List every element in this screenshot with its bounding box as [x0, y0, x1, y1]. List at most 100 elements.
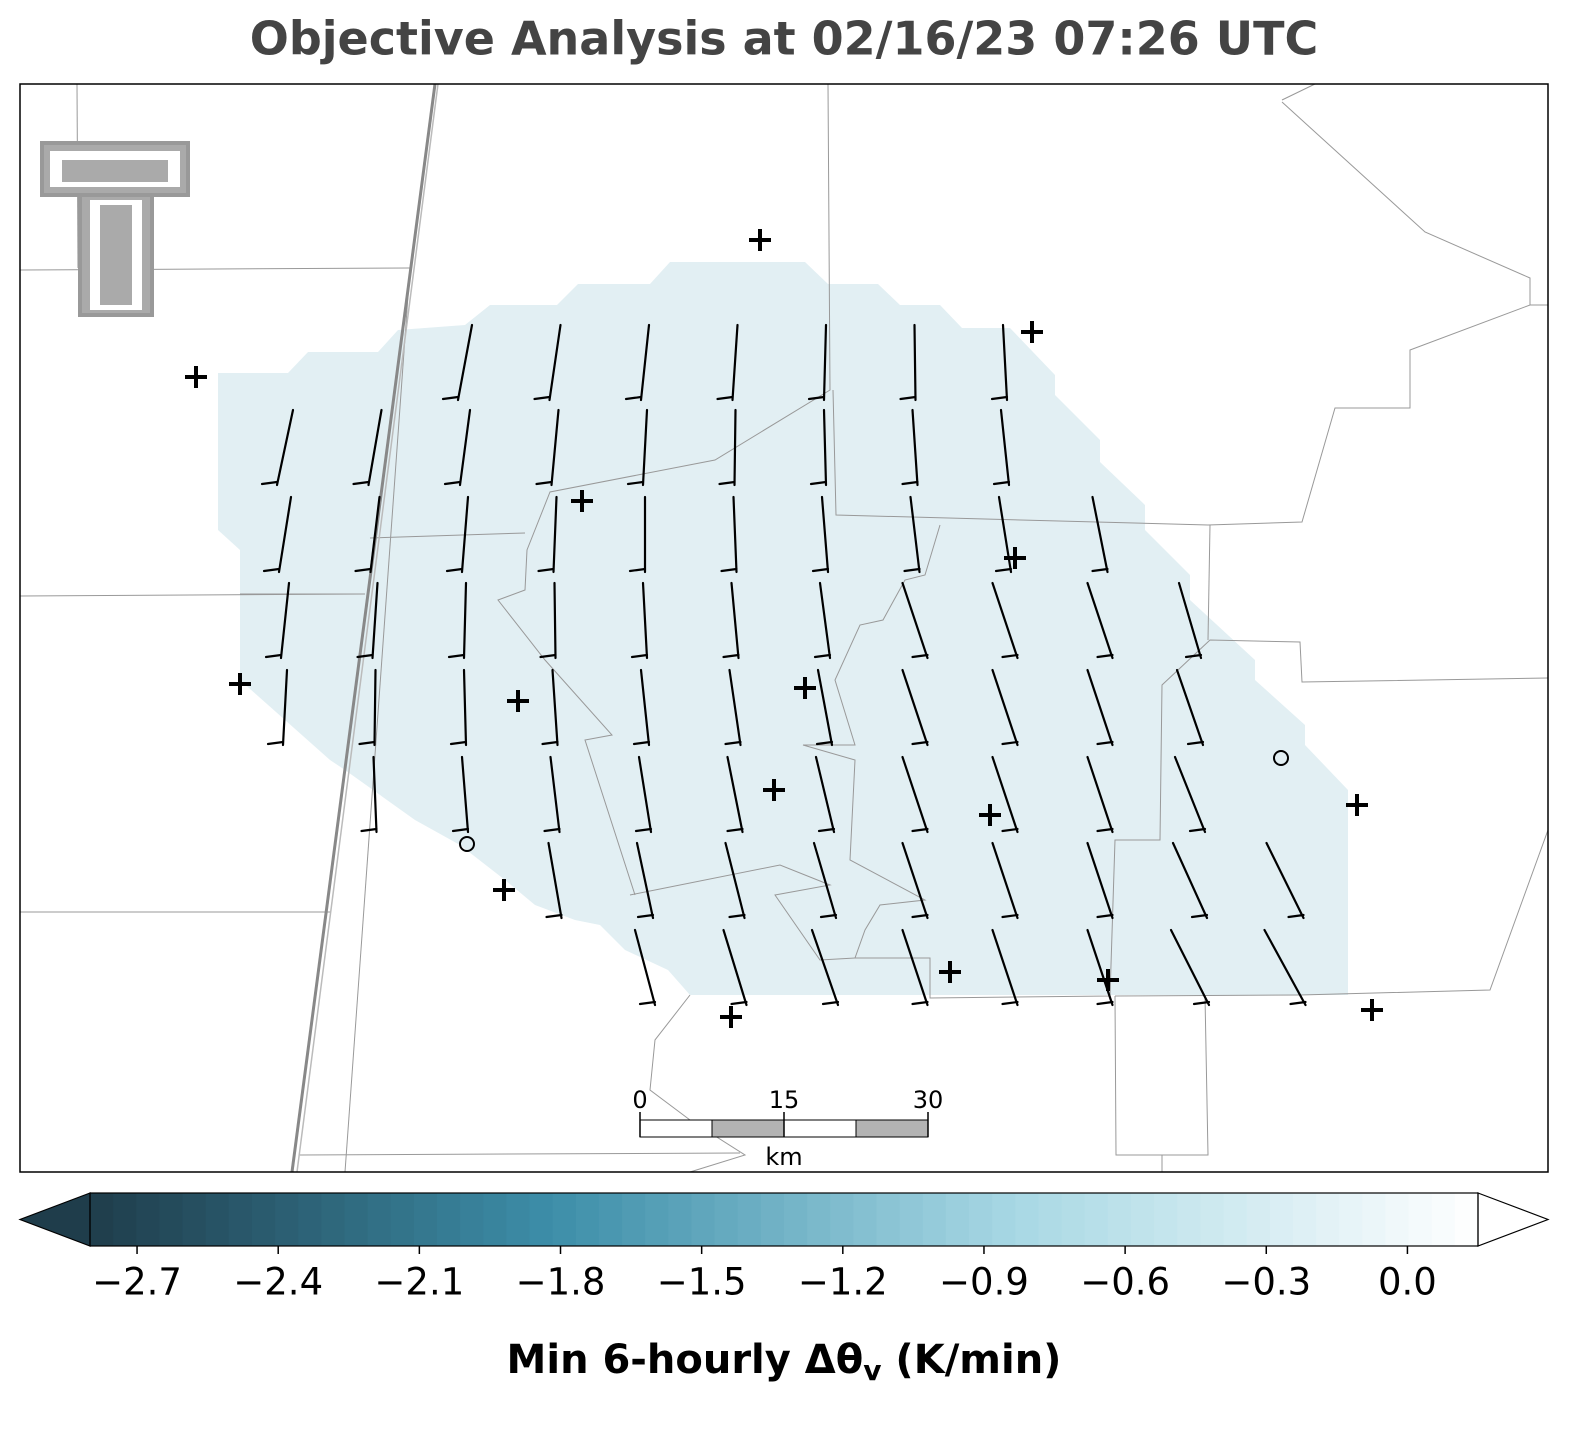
barb-tick: [449, 740, 468, 746]
barb-tick: [537, 567, 555, 573]
barb-tick: [533, 395, 551, 401]
barb-tick: [1096, 740, 1114, 746]
scale-segment: [855, 1119, 929, 1138]
barb-tick: [441, 395, 460, 401]
barb-tick: [358, 740, 376, 746]
barb-tick: [354, 567, 372, 573]
barb-shaft: [372, 755, 378, 834]
barb-tick: [809, 480, 828, 486]
scale-bar: 0 15 30 km: [632, 1086, 943, 1171]
barb-shaft: [549, 755, 561, 834]
colorbar-band: [136, 1193, 160, 1246]
barb-tick: [821, 1000, 840, 1006]
barb-shaft: [371, 581, 379, 660]
colorbar-band: [737, 1193, 762, 1246]
colorbar-band: [899, 1193, 924, 1246]
colorbar-band: [1385, 1193, 1410, 1246]
barb-shaft: [279, 581, 291, 660]
barb-tick: [1186, 740, 1205, 746]
barb-tick: [266, 740, 285, 746]
barb-tick: [815, 740, 834, 746]
colorbar-band: [251, 1193, 276, 1246]
barb-shaft: [991, 668, 1019, 747]
barb-shaft: [553, 581, 557, 660]
map: 0 15 30 km: [19, 83, 1549, 1173]
colorbar-band: [760, 1193, 785, 1246]
scale-label: 15: [769, 1086, 800, 1114]
barb-shaft: [633, 928, 657, 1007]
barb-shaft: [462, 668, 468, 747]
colorbar-tick-label: −1.5: [657, 1261, 747, 1304]
colorbar-tick-label: −0.9: [939, 1261, 1029, 1304]
barb-tick: [911, 913, 929, 919]
barb-shaft: [812, 841, 838, 920]
barb-tick: [630, 653, 649, 659]
barb-tick: [624, 395, 643, 401]
barb-shaft: [991, 841, 1019, 920]
colorbar-tick-label: −1.8: [516, 1261, 606, 1304]
label-subscript: v: [863, 1354, 881, 1387]
barb-shaft: [1091, 495, 1109, 574]
barb-shaft: [991, 928, 1019, 1007]
colorbar-band: [437, 1193, 461, 1246]
barb-tick: [443, 480, 462, 486]
colorbar-band: [182, 1193, 207, 1246]
colorbar-tick-label: −2.1: [374, 1261, 464, 1304]
barb-shaft: [373, 668, 377, 747]
map-frame: [19, 83, 1549, 1173]
barb-tick: [1001, 740, 1019, 746]
barb-shaft: [637, 755, 653, 834]
colorbar-band: [1107, 1193, 1132, 1246]
colorbar-band: [367, 1193, 392, 1246]
colorbar-band: [969, 1193, 993, 1246]
barb-shaft: [1263, 928, 1307, 1007]
station-missing: [459, 836, 475, 852]
barb-shaft: [552, 495, 558, 574]
barb-shaft: [901, 668, 929, 747]
barb-tick: [539, 653, 557, 659]
barb-tick: [1096, 827, 1114, 833]
colorbar-band: [1084, 1193, 1109, 1246]
barb-tick: [1001, 653, 1019, 659]
colorbar-band: [506, 1193, 531, 1246]
colorbar-band: [1246, 1193, 1271, 1246]
barb-tick: [1190, 913, 1209, 919]
barb-tick: [1188, 827, 1207, 833]
colorbar-band: [1454, 1193, 1479, 1246]
barb-shaft: [460, 755, 470, 834]
barb-shaft: [460, 495, 470, 574]
colorbar-tick-label: −2.7: [92, 1261, 182, 1304]
colorbar-band: [784, 1193, 808, 1246]
barb-tick: [634, 827, 653, 833]
scale-segment: [711, 1119, 785, 1138]
barb-tick: [716, 395, 734, 401]
barb-tick: [445, 567, 464, 573]
highway: [296, 83, 439, 1173]
colorbar-band: [714, 1193, 739, 1246]
barb-tick: [722, 653, 740, 659]
colorbar-label: Min 6-hourly Δθv (K/min): [507, 1337, 1062, 1387]
barb-tick: [724, 740, 742, 746]
colorbar-band: [1061, 1193, 1086, 1246]
title: Objective Analysis at 02/16/23 07:26 UTC: [250, 12, 1319, 66]
barb-tick: [730, 1000, 748, 1006]
barb-tick: [451, 827, 470, 833]
barb-tick: [813, 653, 832, 659]
barb-shaft: [820, 495, 830, 574]
barb-tick: [911, 827, 929, 833]
barb-tick: [1001, 913, 1019, 919]
colorbar-band: [668, 1193, 693, 1246]
colorbar-extend-low: [18, 1192, 91, 1247]
barb-shaft: [722, 928, 748, 1007]
stations: [185, 229, 1383, 1028]
barb-tick: [1287, 913, 1305, 919]
colorbar-band: [1154, 1193, 1178, 1246]
barb-shaft: [1086, 928, 1114, 1007]
barb-tick: [447, 653, 466, 659]
colorbar-band: [691, 1193, 716, 1246]
barb-shaft: [822, 408, 828, 487]
barb-shaft: [1177, 581, 1203, 660]
barb-shaft: [810, 928, 840, 1007]
barb-shaft: [369, 495, 381, 574]
colorbar-band: [228, 1193, 253, 1246]
